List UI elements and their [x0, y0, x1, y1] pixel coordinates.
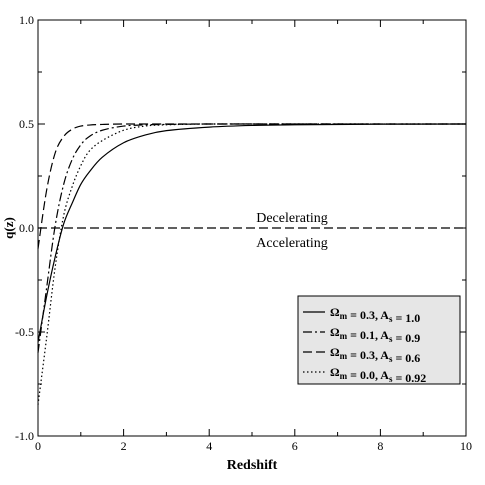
x-tick-label: 10 — [460, 439, 472, 453]
x-tick-label: 6 — [292, 439, 298, 453]
legend: Ωm = 0.3, As = 1.0Ωm = 0.1, As = 0.9Ωm =… — [297, 295, 461, 385]
legend-label: Ωm = 0.0, As = 0.92 — [330, 365, 426, 385]
series-lines — [37, 123, 467, 405]
x-tick-label: 4 — [206, 439, 212, 453]
y-tick-label: 0.0 — [19, 221, 34, 235]
y-tick-label: 0.5 — [19, 117, 34, 131]
series-line-3 — [37, 123, 466, 249]
legend-label: Ωm = 0.3, As = 0.6 — [330, 345, 420, 365]
annotation-decelerating: Decelerating — [256, 211, 328, 226]
legend-label: Ωm = 0.3, As = 1.0 — [330, 305, 420, 325]
axis-ticks: 0 2 4 6 8 10 -1.0 -0.5 0.0 0.5 1.0 — [15, 13, 472, 453]
y-tick-label: -0.5 — [15, 325, 34, 339]
x-axis-title: Redshift — [227, 458, 278, 473]
x-tick-label: 8 — [377, 439, 383, 453]
x-tick-label: 0 — [35, 439, 41, 453]
series-line-4 — [37, 123, 466, 405]
legend-label: Ωm = 0.1, As = 0.9 — [330, 325, 420, 345]
y-axis-title: q(z) — [1, 217, 16, 239]
y-tick-label: 1.0 — [19, 13, 34, 27]
legend-box — [297, 295, 461, 385]
series-line-1 — [37, 123, 467, 343]
annotation-accelerating: Accelerating — [256, 236, 328, 251]
series-line-2 — [37, 123, 466, 353]
legend-items: Ωm = 0.3, As = 1.0Ωm = 0.1, As = 0.9Ωm =… — [303, 305, 426, 385]
y-tick-label: -1.0 — [15, 429, 34, 443]
x-tick-label: 2 — [121, 439, 127, 453]
